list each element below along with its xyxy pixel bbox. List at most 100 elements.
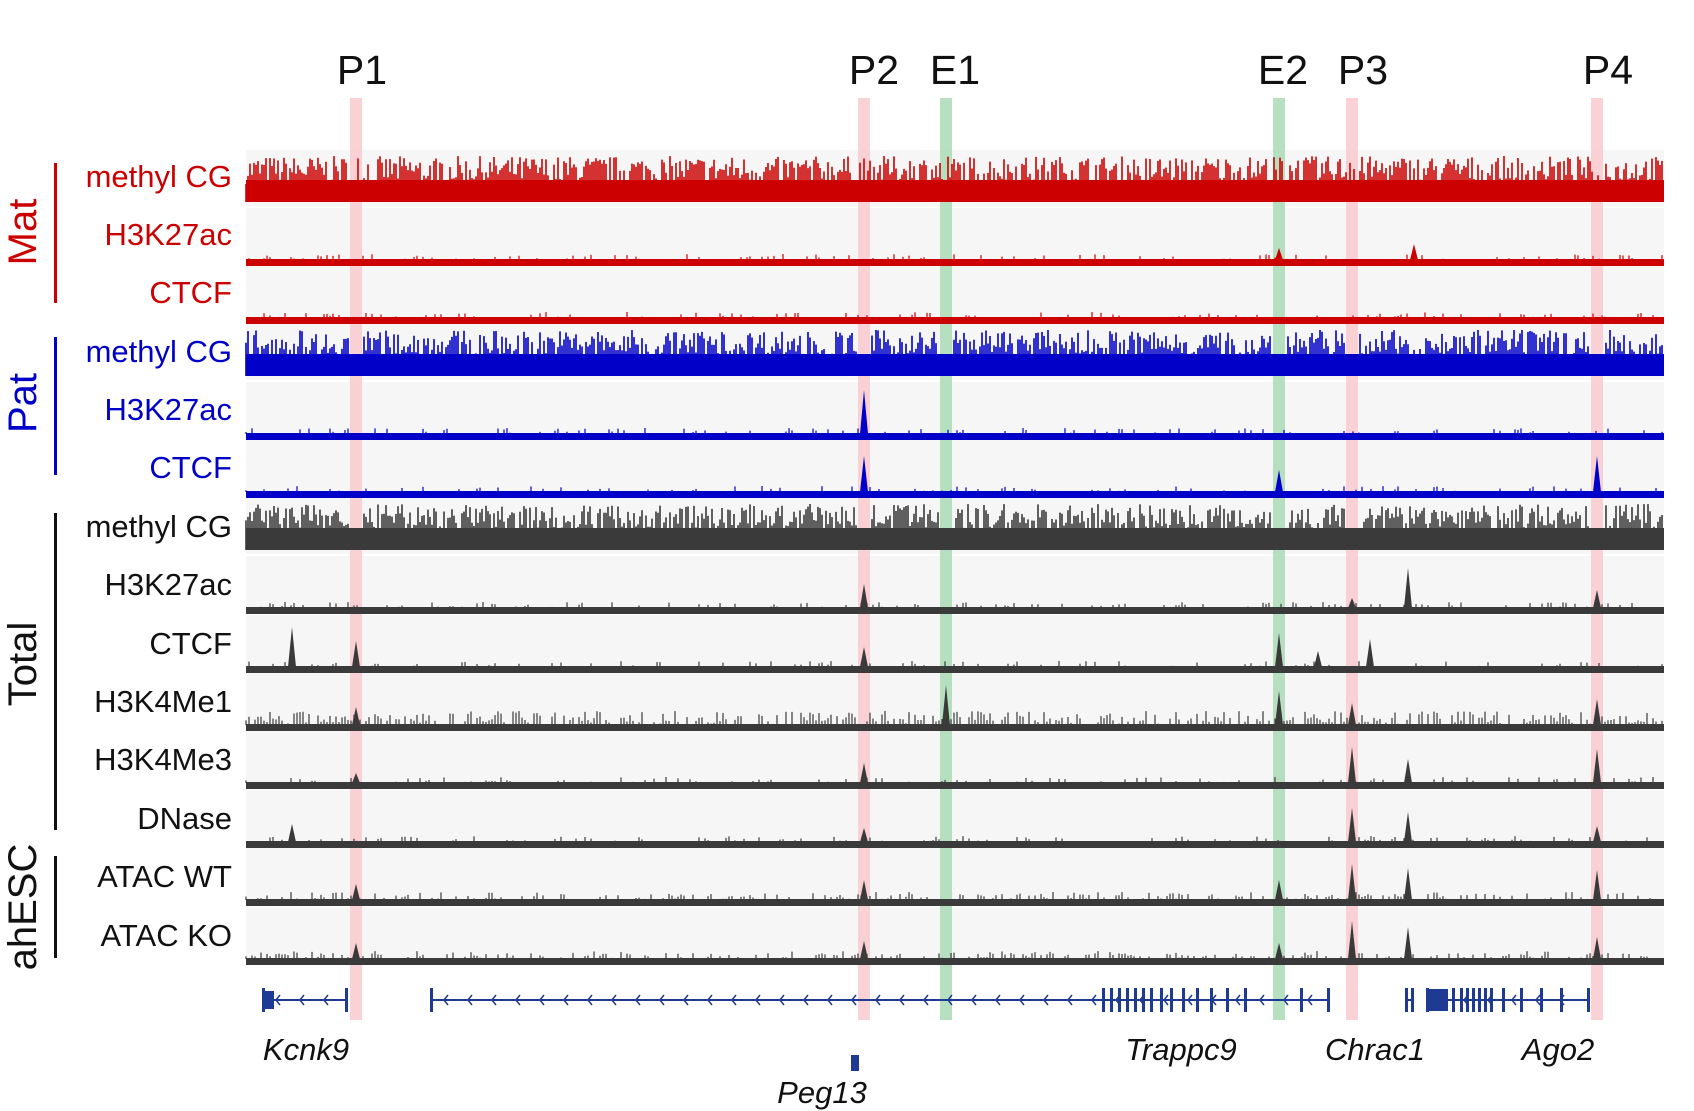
gene-exon: [1134, 988, 1137, 1012]
band-p4: [1591, 98, 1603, 1020]
signal-peak: [1404, 868, 1412, 900]
gene-label-ago2: Ago2: [1521, 1032, 1595, 1067]
strand-arrow: [515, 994, 521, 1006]
signal-peak: [1275, 470, 1283, 492]
track-label-pat-h3k27ac: H3K27ac: [104, 392, 232, 427]
track-label-total-h3k4me3: H3K4Me3: [94, 742, 232, 777]
signal-baseline: [246, 782, 1664, 789]
signal-peak: [1593, 870, 1601, 900]
strand-arrow: [971, 994, 977, 1006]
gene-exon-peg13: [851, 1055, 859, 1071]
signal-noise: [269, 836, 1648, 842]
signal-peak: [1348, 864, 1356, 900]
signal-baseline: [246, 491, 1664, 498]
strand-arrow: [1511, 994, 1517, 1006]
strand-arrow: [659, 994, 665, 1006]
signal-peak: [1593, 699, 1601, 725]
strand-arrow: [491, 994, 497, 1006]
track-background: [246, 848, 1664, 904]
track-background: [246, 266, 1664, 322]
signal-peak: [1275, 880, 1283, 900]
strand-arrow: [827, 994, 833, 1006]
gene-exon: [1587, 988, 1590, 1012]
strand-arrow: [923, 994, 929, 1006]
signal-peak: [860, 941, 868, 959]
signal-peak: [860, 763, 868, 783]
strand-arrow: [275, 994, 281, 1006]
strand-arrow: [299, 994, 305, 1006]
gene-exon: [1170, 988, 1173, 1012]
track-background: [246, 790, 1664, 846]
track-background: [246, 731, 1664, 787]
gene-exon: [1478, 988, 1481, 1012]
gene-exon: [1244, 988, 1247, 1012]
strand-arrow: [1019, 994, 1025, 1006]
methyl-bars: [245, 504, 1663, 550]
strand-arrow: [611, 994, 617, 1006]
signal-peak: [860, 828, 868, 842]
group-label-mat: Mat: [1, 198, 45, 266]
strand-arrow: [1067, 994, 1073, 1006]
methyl-bars: [245, 156, 1663, 202]
signal-peak: [1275, 248, 1283, 260]
signal-peak: [1404, 759, 1412, 783]
signal-noise: [245, 892, 1657, 900]
strand-arrow: [467, 994, 473, 1006]
header-p4: P4: [1582, 47, 1634, 93]
strand-arrow: [587, 994, 593, 1006]
track-label-mat-ctcf: CTCF: [149, 275, 232, 310]
track-background: [246, 208, 1664, 264]
track-label-pat-methyl: methyl CG: [85, 334, 232, 369]
gene-exon: [1118, 988, 1121, 1012]
gene-exon: [1102, 988, 1105, 1012]
signal-noise: [260, 602, 1633, 608]
track-label-pat-ctcf: CTCF: [149, 450, 232, 485]
group-label-total: Total: [1, 621, 45, 707]
group-label-ahesc: ahESC: [1, 843, 45, 971]
signal-peak: [860, 880, 868, 900]
strand-arrow: [1535, 994, 1541, 1006]
strand-arrow: [1235, 994, 1241, 1006]
signal-peak: [352, 641, 360, 667]
signal-baseline: [246, 607, 1664, 614]
gene-exon: [1490, 988, 1493, 1012]
gene-exon: [1452, 988, 1455, 1012]
track-background: [246, 907, 1664, 963]
track-label-atac-wt: ATAC WT: [97, 859, 232, 894]
signal-peak: [1275, 943, 1283, 959]
gene-exon: [1411, 988, 1414, 1012]
signal-baseline: [246, 433, 1664, 440]
strand-arrow: [755, 994, 761, 1006]
strand-arrow: [1259, 994, 1265, 1006]
track-background: [246, 615, 1664, 671]
gene-exon: [1160, 988, 1163, 1012]
signal-peak: [1593, 590, 1601, 608]
gene-exon: [1110, 988, 1113, 1012]
track-label-total-ctcf: CTCF: [149, 626, 232, 661]
gene-exon: [1428, 989, 1448, 1011]
signal-noise: [245, 486, 1657, 492]
signal-peak: [860, 456, 868, 492]
signal-baseline: [246, 259, 1664, 266]
band-p3: [1346, 98, 1358, 1020]
signal-noise: [245, 777, 1660, 783]
track-label-total-dnase: DNase: [137, 801, 232, 836]
gene-exon: [1426, 988, 1429, 1012]
strand-arrow: [563, 994, 569, 1006]
signal-baseline: [246, 666, 1664, 673]
header-p1: P1: [336, 47, 388, 93]
gene-exon: [262, 991, 274, 1009]
strand-arrow: [443, 994, 449, 1006]
gene-exon: [1484, 988, 1487, 1012]
gene-exon: [1327, 988, 1330, 1012]
signal-baseline: [246, 958, 1664, 965]
track-label-total-methyl: methyl CG: [85, 509, 232, 544]
strand-arrow: [1283, 994, 1289, 1006]
signal-noise: [248, 254, 1663, 260]
track-background: [246, 440, 1664, 496]
gene-exon: [1540, 988, 1543, 1012]
gene-exon: [1472, 988, 1475, 1012]
track-label-atac-ko: ATAC KO: [100, 918, 232, 953]
